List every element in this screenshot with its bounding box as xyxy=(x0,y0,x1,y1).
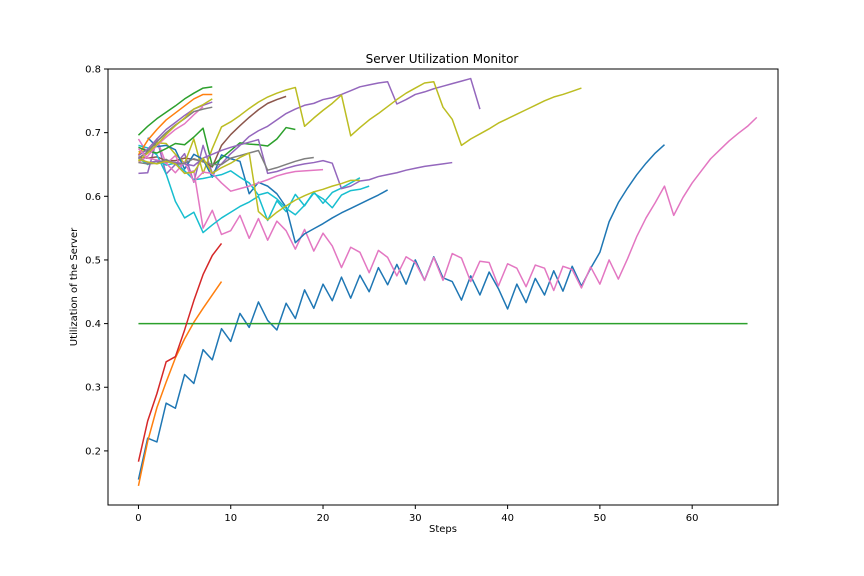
y-tick-label: 0.8 xyxy=(85,65,101,76)
chart-title: Server Utilization Monitor xyxy=(366,52,519,66)
series-line-8 xyxy=(138,144,361,234)
extra-series-line-3 xyxy=(138,126,296,167)
x-tick-label: 20 xyxy=(317,513,330,524)
series-line-0 xyxy=(137,144,665,480)
extra-series-line-11 xyxy=(138,149,314,171)
x-axis: 0 10 20 30 40 50 60 xyxy=(135,505,699,524)
y-tick-label: 0.7 xyxy=(85,128,101,139)
extra-series-line-12 xyxy=(138,152,360,221)
x-tick-label: 30 xyxy=(409,513,422,524)
extra-series-line-7 xyxy=(137,98,213,162)
y-tick-label: 0.2 xyxy=(85,446,101,457)
y-axis-label: Utilization of the Server xyxy=(69,227,80,346)
extra-series-layer xyxy=(137,86,453,244)
x-tick-label: 0 xyxy=(135,513,141,524)
extra-series-line-9 xyxy=(137,148,324,192)
series-line-7 xyxy=(138,80,582,175)
extra-series-line-2 xyxy=(137,86,213,136)
series-layer xyxy=(137,77,758,487)
extra-series-line-5 xyxy=(138,105,204,164)
plot-area xyxy=(107,68,779,506)
x-axis-label: Steps xyxy=(429,524,457,535)
y-axis: 0.2 0.3 0.4 0.5 0.6 0.7 0.8 xyxy=(85,65,108,457)
y-tick-label: 0.6 xyxy=(85,192,101,203)
plot-frame xyxy=(107,68,779,506)
series-line-1 xyxy=(137,281,223,487)
x-tick-label: 60 xyxy=(686,513,699,524)
x-tick-label: 10 xyxy=(224,513,237,524)
extra-series-line-1 xyxy=(137,93,213,156)
series-line-3 xyxy=(137,242,223,462)
series-line-5 xyxy=(138,95,287,168)
x-tick-label: 50 xyxy=(594,513,607,524)
x-tick-label: 40 xyxy=(501,513,514,524)
series-line-6 xyxy=(137,116,758,292)
y-tick-label: 0.5 xyxy=(85,255,101,266)
y-tick-label: 0.4 xyxy=(85,319,101,330)
extra-series-line-10 xyxy=(138,138,453,190)
y-tick-label: 0.3 xyxy=(85,383,101,394)
